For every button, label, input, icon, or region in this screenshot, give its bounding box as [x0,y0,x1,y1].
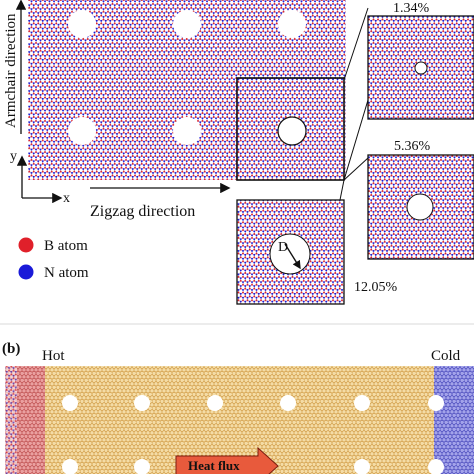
armchair-direction-label: Armchair direction [3,13,19,128]
zigzag-direction-label: Zigzag direction [90,203,195,220]
pore [278,10,306,38]
pore [68,117,96,145]
pore [173,117,201,145]
connector-lines [339,7,369,201]
boron-legend-marker [18,237,34,253]
device-sheet [5,366,474,474]
porosity-label-2: 5.36% [394,139,431,154]
boron-legend-label: B atom [44,238,88,254]
nitrogen-legend-label: N atom [44,265,89,281]
legend: B atom N atom [18,237,89,281]
axis-indicator: y x [10,149,70,206]
variant-cell-12-05: D [236,199,345,305]
hot-label: Hot [42,348,65,364]
axis-x-label: x [63,191,70,206]
unit-cell-highlight [236,77,345,181]
variant-cell-5-36 [367,154,474,260]
cold-label: Cold [431,348,461,364]
panel-b: (b) Hot Cold W [2,341,474,474]
pore [68,10,96,38]
porosity-label-1: 1.34% [393,1,430,16]
heat-flux-label: Heat flux [188,458,240,473]
nitrogen-legend-marker [18,264,34,280]
variant-cell-1-34 [367,15,474,120]
heat-flux-arrow: Heat flux [175,446,279,474]
bn-left-strip [5,366,17,474]
panel-b-label: (b) [2,341,20,357]
cold-region [434,366,474,474]
device-pores [62,395,444,474]
pore [173,10,201,38]
diameter-label: D [278,240,288,255]
porosity-label-3: 12.05% [354,280,398,295]
panel-a: D 1.34% 5.36% 12.05% Armchair direction … [3,0,474,305]
axis-y-label: y [10,149,17,164]
